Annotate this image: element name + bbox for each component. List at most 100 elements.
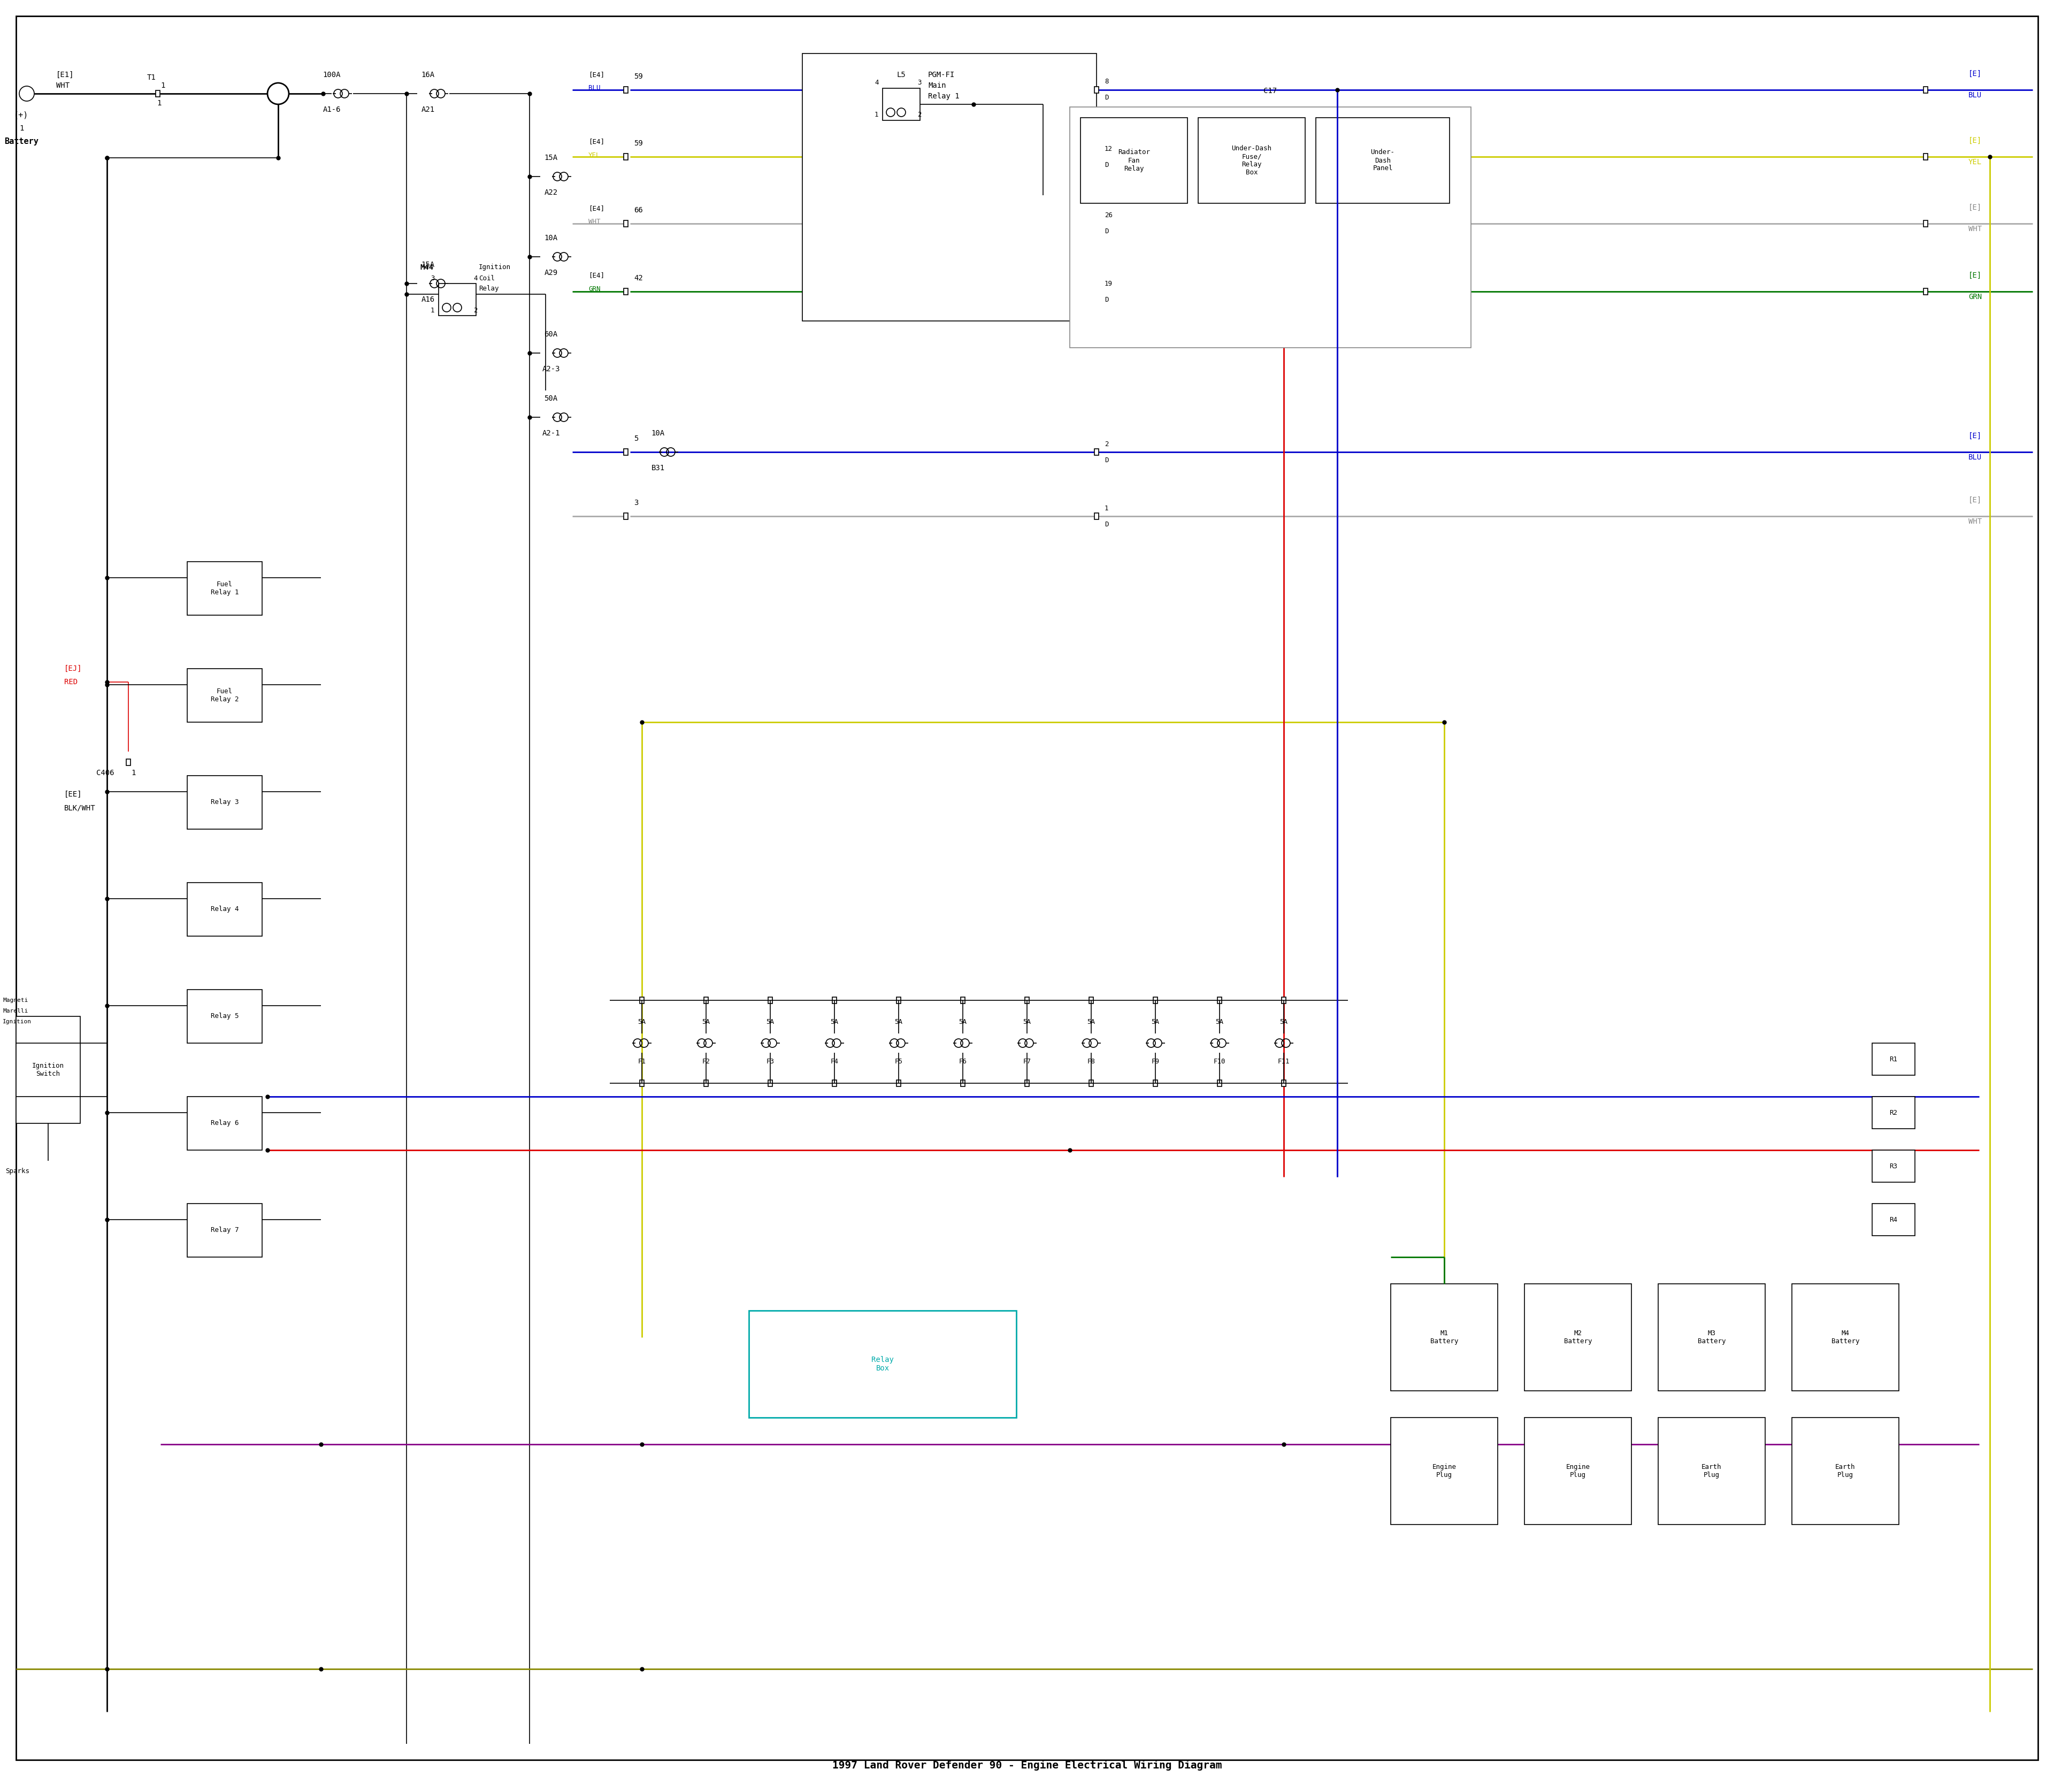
Bar: [832, 996, 836, 1004]
Text: Relay: Relay: [479, 285, 499, 292]
Bar: [705, 996, 709, 1004]
Text: BLU: BLU: [1968, 453, 1982, 461]
Text: 26: 26: [1105, 211, 1113, 219]
Text: 19: 19: [1105, 280, 1113, 287]
Text: F6: F6: [959, 1059, 967, 1064]
Bar: [1524, 1417, 1631, 1525]
Text: BLU: BLU: [587, 84, 600, 91]
Text: Relay 1: Relay 1: [928, 93, 959, 100]
Text: [E]: [E]: [1968, 70, 1982, 77]
Text: F2: F2: [702, 1059, 711, 1064]
Text: C406: C406: [97, 769, 115, 776]
Text: 60A: 60A: [544, 330, 559, 339]
Text: F4: F4: [830, 1059, 838, 1064]
Bar: [624, 220, 629, 228]
Bar: [1871, 1204, 1914, 1236]
Bar: [1871, 1097, 1914, 1129]
Bar: [1218, 996, 1222, 1004]
Text: 10A: 10A: [544, 235, 559, 242]
Bar: [624, 448, 629, 455]
Text: 10A: 10A: [651, 430, 665, 437]
Text: [E]: [E]: [1968, 272, 1982, 280]
Text: 2: 2: [1105, 441, 1109, 448]
Text: 2: 2: [918, 111, 922, 118]
Text: [EJ]: [EJ]: [64, 665, 82, 672]
Bar: [1095, 86, 1099, 93]
Bar: [156, 90, 160, 97]
Text: A2-3: A2-3: [542, 366, 561, 373]
Text: 42: 42: [635, 274, 643, 281]
Text: [E]: [E]: [1968, 136, 1982, 145]
Text: R2: R2: [1890, 1109, 1898, 1116]
Text: [EE]: [EE]: [64, 790, 82, 797]
Text: WHT: WHT: [1968, 226, 1982, 233]
Text: WHT: WHT: [1968, 518, 1982, 525]
Text: Relay 3: Relay 3: [212, 799, 238, 806]
Bar: [1089, 996, 1093, 1004]
Bar: [187, 1204, 263, 1256]
Text: 1: 1: [160, 82, 164, 90]
Text: L5: L5: [898, 72, 906, 79]
Text: Under-
Dash
Panel: Under- Dash Panel: [1370, 149, 1395, 172]
Text: 100A: 100A: [322, 72, 341, 79]
Text: Ignition
Switch: Ignition Switch: [33, 1063, 64, 1077]
Bar: [896, 1081, 902, 1086]
Text: 66: 66: [635, 206, 643, 213]
Text: F3: F3: [766, 1059, 774, 1064]
Text: 1: 1: [875, 111, 879, 118]
Bar: [1070, 108, 1471, 348]
Bar: [187, 776, 263, 830]
Text: Fuel
Relay 1: Fuel Relay 1: [212, 581, 238, 597]
Bar: [883, 88, 920, 120]
Text: GRN: GRN: [1968, 294, 1982, 301]
Text: F8: F8: [1087, 1059, 1095, 1064]
Text: 15A: 15A: [421, 262, 435, 269]
Bar: [16, 1016, 80, 1124]
Text: 1: 1: [18, 125, 25, 133]
Bar: [1152, 1081, 1158, 1086]
Text: [E4]: [E4]: [587, 272, 604, 280]
Text: D: D: [1105, 521, 1109, 527]
Text: BLU: BLU: [1968, 91, 1982, 99]
Bar: [1095, 220, 1099, 228]
Text: 5A: 5A: [1216, 1018, 1224, 1025]
Text: RED: RED: [64, 679, 78, 686]
Text: M3
Battery: M3 Battery: [1697, 1330, 1725, 1344]
Bar: [187, 989, 263, 1043]
Text: M4
Battery: M4 Battery: [1832, 1330, 1859, 1344]
Text: F10: F10: [1214, 1059, 1226, 1064]
Text: 5A: 5A: [830, 1018, 838, 1025]
Bar: [1923, 220, 1929, 228]
Bar: [1095, 448, 1099, 455]
Text: 5A: 5A: [766, 1018, 774, 1025]
Bar: [1025, 1081, 1029, 1086]
Text: Radiator
Fan
Relay: Radiator Fan Relay: [1117, 149, 1150, 172]
Bar: [1282, 1081, 1286, 1086]
Text: D: D: [1105, 228, 1109, 235]
Text: Earth
Plug: Earth Plug: [1836, 1464, 1855, 1478]
Bar: [187, 1097, 263, 1150]
Text: Relay 5: Relay 5: [212, 1012, 238, 1020]
Text: 5A: 5A: [639, 1018, 645, 1025]
Text: A16: A16: [421, 296, 435, 303]
Text: Fuel
Relay 2: Fuel Relay 2: [212, 688, 238, 702]
Text: 5: 5: [635, 435, 639, 443]
Text: R4: R4: [1890, 1217, 1898, 1224]
Text: YEL: YEL: [587, 152, 600, 159]
Text: 5A: 5A: [702, 1018, 711, 1025]
Text: 12: 12: [1105, 145, 1113, 152]
Text: 5A: 5A: [1280, 1018, 1288, 1025]
Bar: [961, 996, 965, 1004]
Text: D: D: [1105, 161, 1109, 168]
Bar: [832, 1081, 836, 1086]
Text: Relay 7: Relay 7: [212, 1228, 238, 1235]
Text: 5A: 5A: [959, 1018, 967, 1025]
Text: [E1]: [E1]: [55, 72, 74, 79]
Text: 4: 4: [472, 274, 477, 281]
Text: 1997 Land Rover Defender 90 - Engine Electrical Wiring Diagram: 1997 Land Rover Defender 90 - Engine Ele…: [832, 1760, 1222, 1770]
Text: BLK/WHT: BLK/WHT: [64, 805, 97, 812]
Bar: [1524, 1283, 1631, 1391]
Bar: [750, 1310, 1017, 1417]
Text: D: D: [1105, 95, 1109, 102]
Text: M2
Battery: M2 Battery: [1563, 1330, 1592, 1344]
